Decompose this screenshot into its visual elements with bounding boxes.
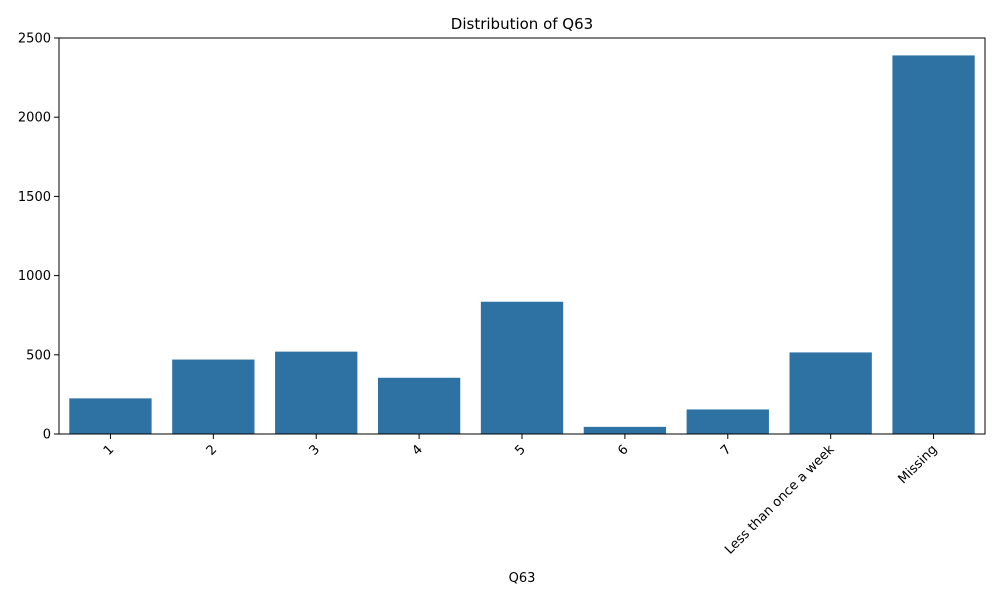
x-tick-label: 4 <box>409 442 425 458</box>
x-tick-label: 7 <box>718 442 734 458</box>
x-tick-label: 2 <box>204 442 220 458</box>
y-tick-label: 500 <box>26 348 51 363</box>
y-axis: 0 500 1000 1500 2000 2500 <box>18 32 59 443</box>
plot-frame <box>58 37 986 435</box>
bar-2 <box>172 359 255 434</box>
x-tick-label: 1 <box>101 442 117 458</box>
y-tick-label: 1500 <box>18 190 51 205</box>
bar-7 <box>686 409 769 434</box>
x-tick-label: 3 <box>307 442 323 458</box>
bar-4 <box>377 377 461 434</box>
bar-6 <box>583 426 667 434</box>
chart-title: Distribution of Q63 <box>451 15 593 33</box>
y-tick-label: 2000 <box>18 111 51 126</box>
x-axis-label: Q63 <box>509 571 536 586</box>
y-tick-label: 1000 <box>18 269 51 284</box>
bars <box>69 55 975 434</box>
x-tick-label: 6 <box>615 442 631 458</box>
y-tick-label: 2500 <box>18 32 51 47</box>
bar-3 <box>275 351 358 434</box>
bar-1 <box>69 398 152 434</box>
x-tick-label: Less than once a week <box>722 442 838 558</box>
bar-8 <box>789 352 872 434</box>
bar-5 <box>480 301 564 434</box>
x-tick-label: 5 <box>512 442 528 458</box>
bar-9 <box>892 55 975 434</box>
y-tick-label: 0 <box>43 428 51 443</box>
x-tick-label: Missing <box>895 442 940 487</box>
